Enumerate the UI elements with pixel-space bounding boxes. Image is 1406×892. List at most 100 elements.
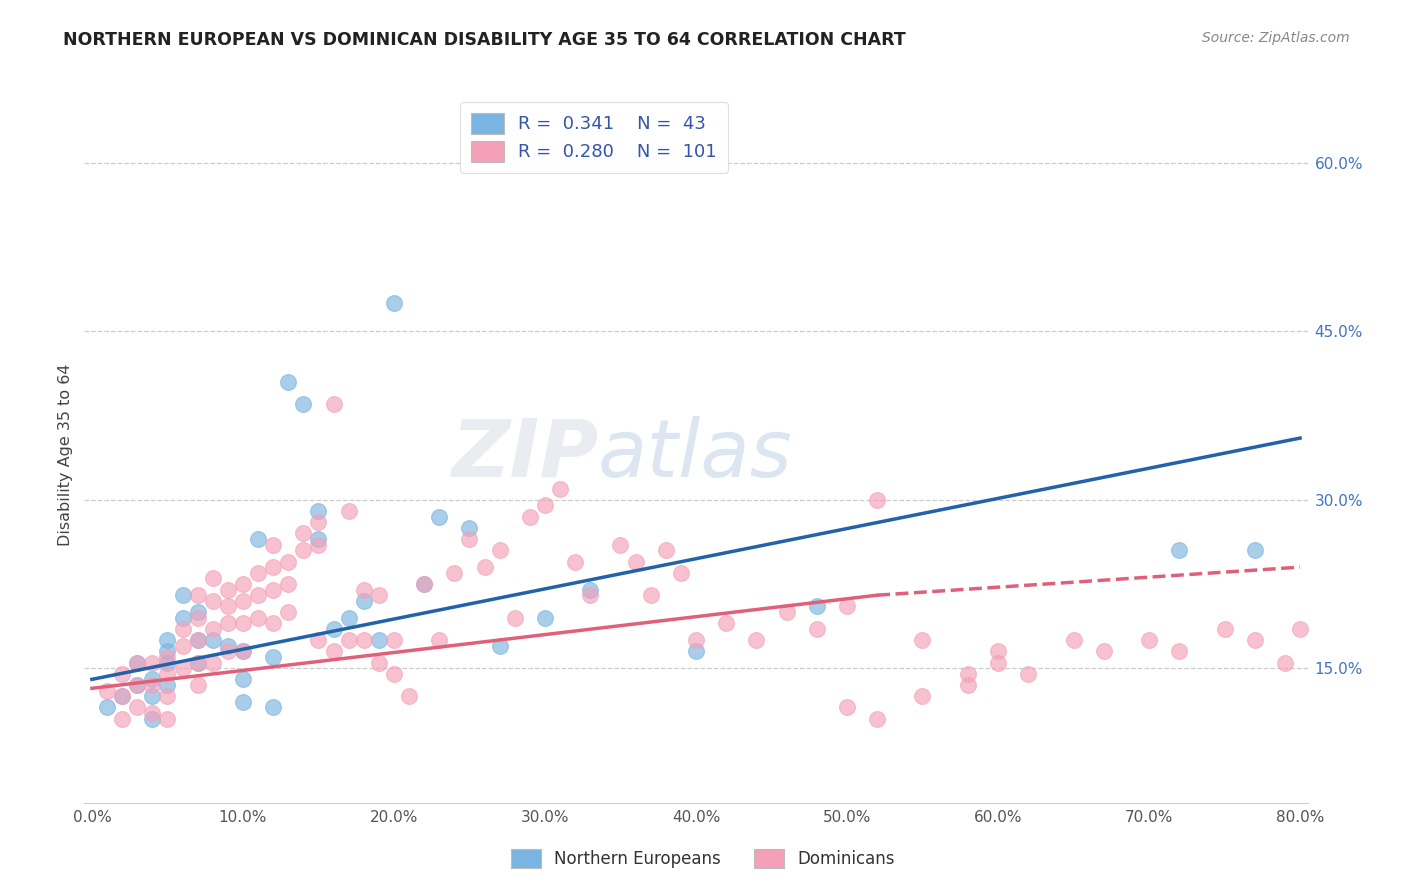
Point xyxy=(714,616,737,631)
Point xyxy=(1168,644,1191,658)
Point xyxy=(156,644,179,658)
Point xyxy=(987,656,1010,670)
Legend: R =  0.341    N =  43, R =  0.280    N =  101: R = 0.341 N = 43, R = 0.280 N = 101 xyxy=(460,103,727,173)
Point xyxy=(669,566,692,580)
Point xyxy=(247,588,270,602)
Text: Source: ZipAtlas.com: Source: ZipAtlas.com xyxy=(1202,31,1350,45)
Point xyxy=(247,566,270,580)
Point xyxy=(201,656,224,670)
Point xyxy=(775,605,797,619)
Point xyxy=(835,700,858,714)
Point xyxy=(187,678,209,692)
Point xyxy=(262,538,284,552)
Point xyxy=(292,397,315,411)
Text: atlas: atlas xyxy=(598,416,793,494)
Point xyxy=(398,689,420,703)
Point xyxy=(322,622,344,636)
Point xyxy=(111,712,134,726)
Point xyxy=(1168,543,1191,558)
Point xyxy=(156,649,179,664)
Point xyxy=(141,689,163,703)
Point xyxy=(1274,656,1296,670)
Point xyxy=(307,538,329,552)
Point xyxy=(685,633,707,648)
Point xyxy=(187,656,209,670)
Point xyxy=(141,712,163,726)
Point xyxy=(307,532,329,546)
Point xyxy=(367,633,389,648)
Point xyxy=(427,633,450,648)
Point xyxy=(956,666,979,681)
Legend: Northern Europeans, Dominicans: Northern Europeans, Dominicans xyxy=(505,842,901,875)
Point xyxy=(488,543,510,558)
Point xyxy=(277,375,299,389)
Point xyxy=(534,610,557,624)
Point xyxy=(685,644,707,658)
Point xyxy=(1063,633,1085,648)
Point xyxy=(413,577,436,591)
Point xyxy=(367,588,389,602)
Point xyxy=(624,555,647,569)
Point xyxy=(1289,622,1312,636)
Point xyxy=(579,582,602,597)
Point xyxy=(911,633,934,648)
Point xyxy=(262,649,284,664)
Point xyxy=(655,543,678,558)
Point xyxy=(322,644,344,658)
Point xyxy=(1243,543,1265,558)
Point xyxy=(262,616,284,631)
Point xyxy=(262,700,284,714)
Point xyxy=(201,571,224,585)
Y-axis label: Disability Age 35 to 64: Disability Age 35 to 64 xyxy=(58,364,73,546)
Point xyxy=(172,622,194,636)
Point xyxy=(201,622,224,636)
Point xyxy=(474,560,496,574)
Point xyxy=(262,582,284,597)
Point xyxy=(1017,666,1039,681)
Point xyxy=(232,673,254,687)
Point xyxy=(96,700,118,714)
Point xyxy=(1243,633,1265,648)
Point xyxy=(172,588,194,602)
Point xyxy=(1213,622,1236,636)
Point xyxy=(382,296,405,310)
Point xyxy=(277,605,299,619)
Point xyxy=(141,656,163,670)
Point xyxy=(232,695,254,709)
Point xyxy=(156,633,179,648)
Point xyxy=(277,555,299,569)
Point xyxy=(141,673,163,687)
Point xyxy=(534,499,557,513)
Point xyxy=(232,616,254,631)
Point xyxy=(835,599,858,614)
Point xyxy=(413,577,436,591)
Point xyxy=(156,678,179,692)
Point xyxy=(187,633,209,648)
Point xyxy=(127,656,149,670)
Point xyxy=(427,509,450,524)
Point xyxy=(277,577,299,591)
Point xyxy=(1092,644,1115,658)
Point xyxy=(156,656,179,670)
Point xyxy=(127,678,149,692)
Point xyxy=(382,633,405,648)
Point xyxy=(172,610,194,624)
Point xyxy=(488,639,510,653)
Point xyxy=(156,712,179,726)
Point xyxy=(187,633,209,648)
Point xyxy=(187,588,209,602)
Point xyxy=(443,566,465,580)
Point xyxy=(353,582,375,597)
Point xyxy=(866,492,889,507)
Point xyxy=(307,633,329,648)
Point xyxy=(96,683,118,698)
Point xyxy=(201,633,224,648)
Point xyxy=(141,678,163,692)
Point xyxy=(382,666,405,681)
Point xyxy=(987,644,1010,658)
Point xyxy=(187,656,209,670)
Point xyxy=(127,678,149,692)
Point xyxy=(156,666,179,681)
Point xyxy=(232,577,254,591)
Point xyxy=(217,644,239,658)
